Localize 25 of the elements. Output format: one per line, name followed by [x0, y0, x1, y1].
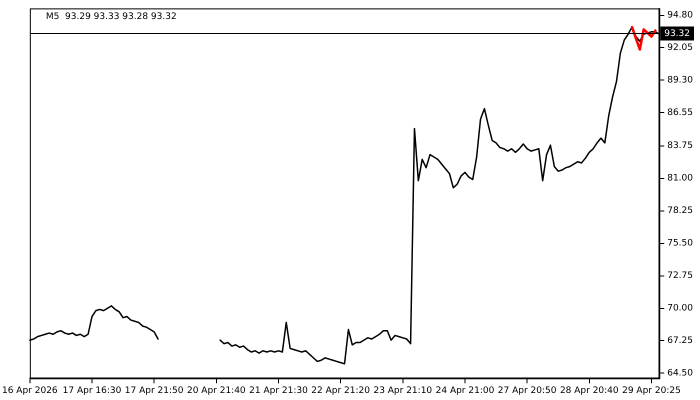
ref-line-label: 93.32	[664, 28, 690, 39]
x-tick-label: 16 Apr 2026	[2, 386, 58, 396]
y-tick-label: 89.30	[667, 76, 694, 86]
y-tick-label: 72.75	[667, 271, 693, 282]
y-tick-label: 94.80	[667, 10, 694, 21]
y-tick-label: 67.25	[667, 336, 693, 346]
y-tick-label: 92.05	[667, 43, 693, 54]
chart-title: M5 93.29 93.33 93.28 93.32	[46, 12, 177, 22]
y-tick-label: 86.55	[667, 108, 693, 118]
x-tick-label: 28 Apr 20:40	[560, 386, 619, 396]
x-tick-label: 22 Apr 21:20	[311, 386, 370, 396]
y-tick-label: 78.25	[667, 206, 693, 216]
y-tick-label: 70.00	[667, 304, 694, 314]
x-tick-label: 23 Apr 21:10	[373, 386, 432, 396]
x-tick-label: 21 Apr 21:30	[249, 386, 308, 396]
y-tick-label: 64.50	[667, 368, 694, 379]
y-tick-label: 83.75	[667, 141, 693, 152]
x-tick-label: 17 Apr 21:50	[124, 386, 184, 396]
x-tick-label: 20 Apr 21:40	[186, 386, 246, 396]
x-tick-label: 29 Apr 20:25	[622, 386, 681, 396]
x-tick-label: 17 Apr 16:30	[62, 386, 122, 396]
y-tick-label: 81.00	[667, 174, 694, 184]
x-tick-label: 24 Apr 21:00	[436, 386, 495, 396]
x-tick-label: 27 Apr 20:50	[498, 386, 557, 396]
y-tick-label: 75.50	[667, 238, 694, 249]
